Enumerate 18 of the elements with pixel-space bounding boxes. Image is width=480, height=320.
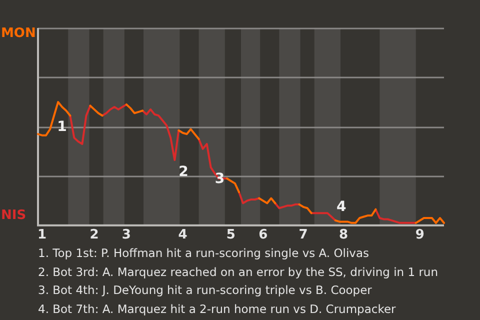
x-tick-label: 6 (258, 228, 268, 243)
x-tick-label: 3 (122, 228, 131, 243)
x-tick-label: 9 (415, 228, 424, 243)
annotation: 1 (57, 119, 67, 136)
x-tick-label: 2 (90, 228, 99, 243)
text: 2. Bot 3rd: A. Marquez reached on an error by the SS, driving in 1 run (38, 264, 438, 280)
x-tick-label: 7 (298, 228, 308, 243)
x-tick-label: 1 (37, 228, 47, 243)
annotation: 2 (178, 164, 188, 180)
x-tick-label: 8 (338, 228, 348, 243)
x-tick-label: 4 (178, 228, 188, 243)
x-tick-label: 5 (226, 228, 236, 243)
text: 1. Top 1st: P. Hoffman hit a run-scoring single vs A. Olivas (38, 245, 370, 262)
text: 3. Bot 4th: J. DeYoung hit a run-scoring triple vs B. Cooper (38, 282, 373, 299)
text: 4. Bot 7th: A. Marquez hit a 2-run home run vs D. Crumpacker (38, 300, 397, 318)
text: MON (1, 26, 36, 41)
annotation: 4 (336, 199, 346, 216)
text: NIS (1, 208, 26, 224)
